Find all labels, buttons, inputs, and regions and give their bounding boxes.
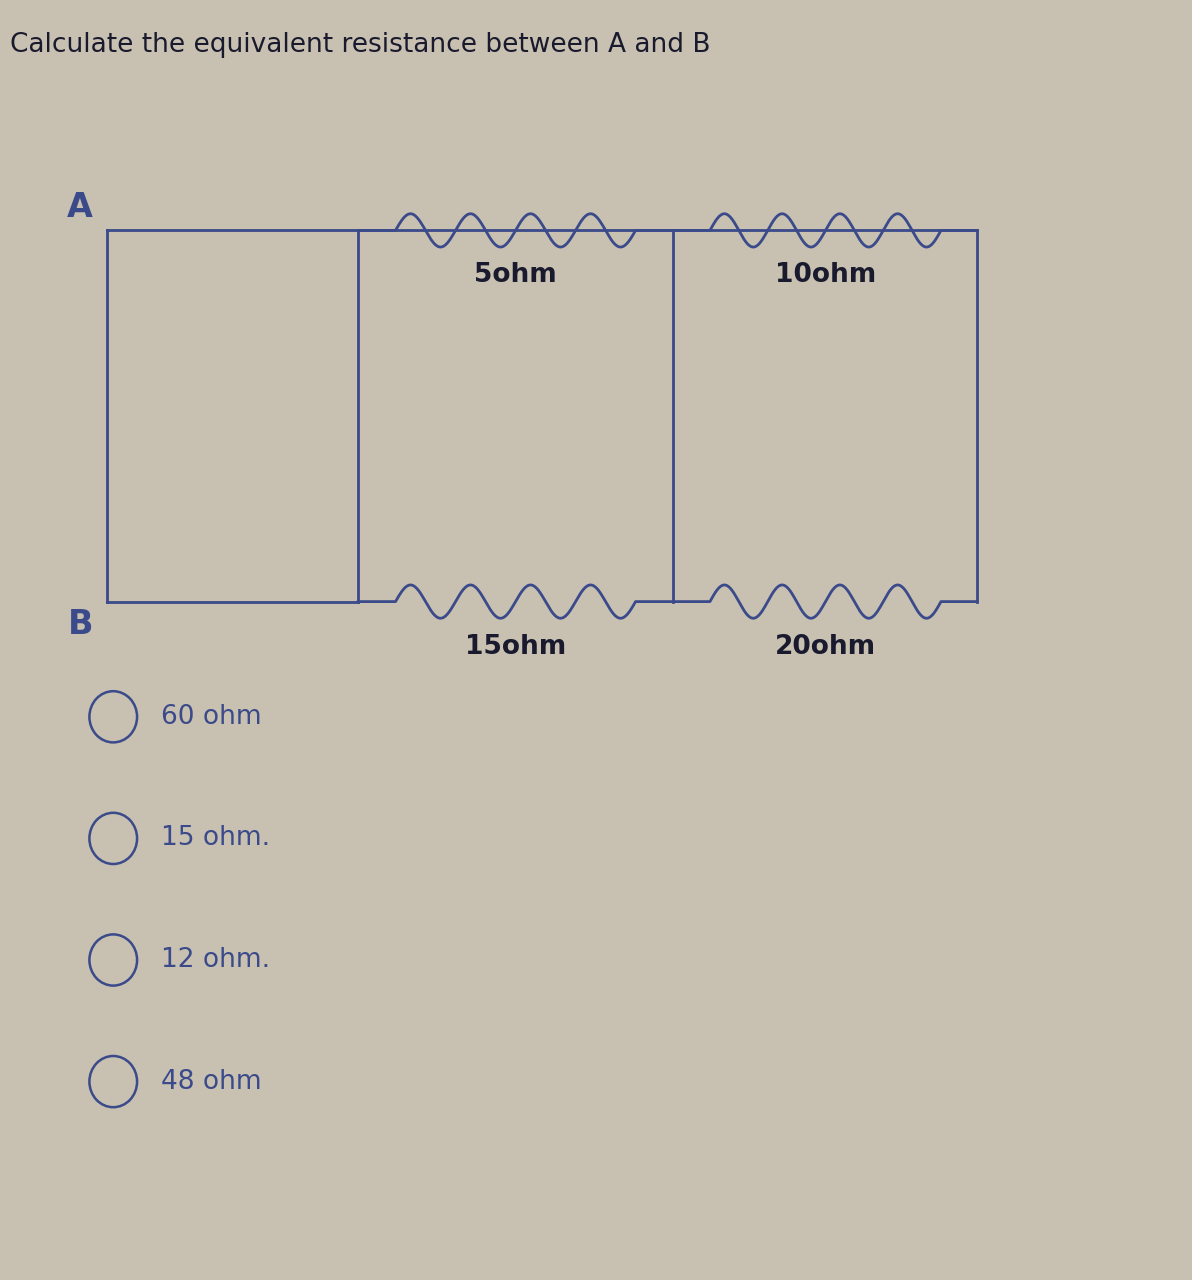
Text: Calculate the equivalent resistance between A and B: Calculate the equivalent resistance betw… — [10, 32, 710, 58]
Text: 15ohm: 15ohm — [465, 634, 566, 659]
Text: 20ohm: 20ohm — [775, 634, 876, 659]
Text: 12 ohm.: 12 ohm. — [161, 947, 271, 973]
Text: 60 ohm: 60 ohm — [161, 704, 261, 730]
Text: B: B — [68, 608, 93, 641]
Text: 5ohm: 5ohm — [474, 262, 557, 288]
Text: 10ohm: 10ohm — [775, 262, 876, 288]
Text: A: A — [67, 191, 93, 224]
Text: 48 ohm: 48 ohm — [161, 1069, 261, 1094]
Text: 15 ohm.: 15 ohm. — [161, 826, 271, 851]
